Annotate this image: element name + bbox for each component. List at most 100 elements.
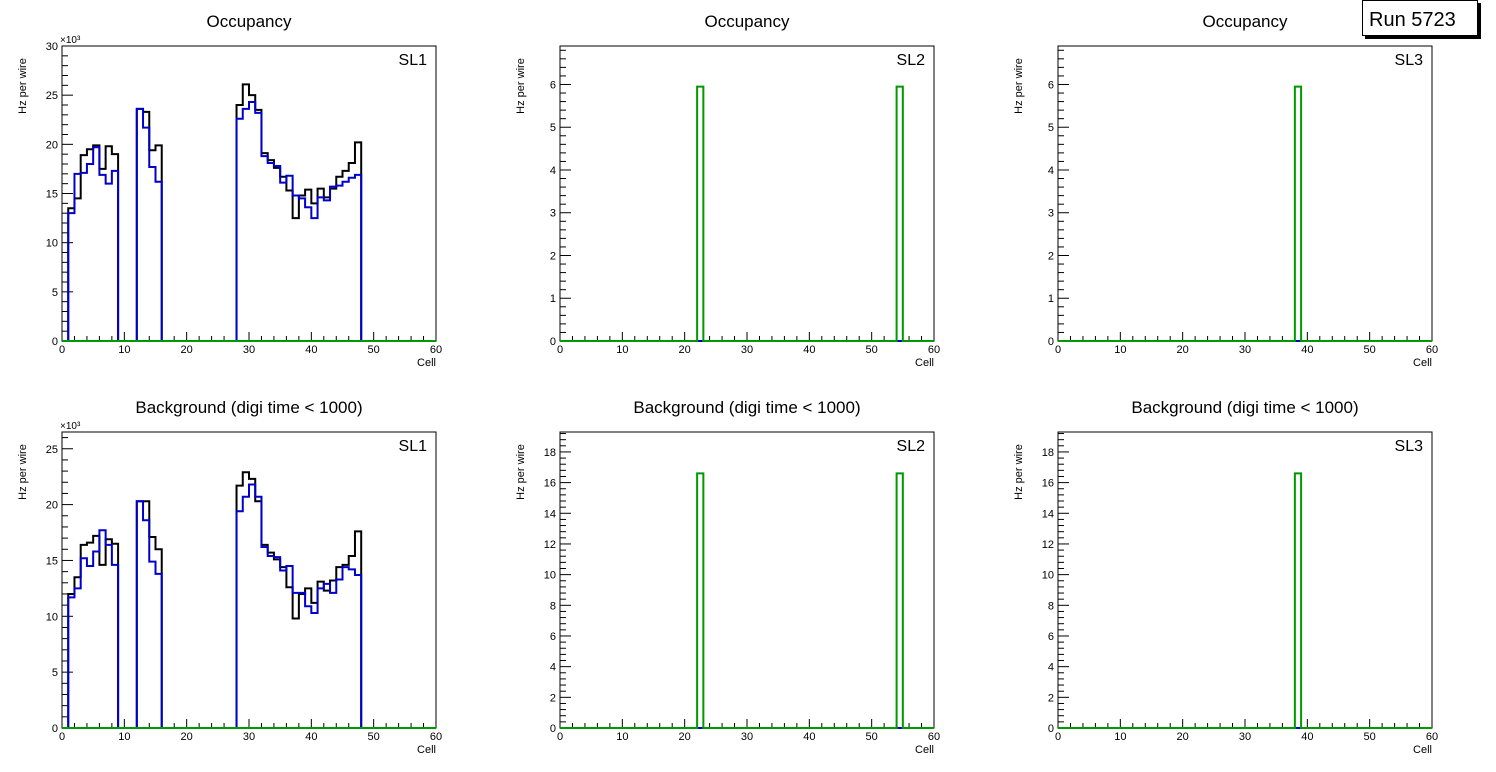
y-axis-label: Hz per wire (515, 58, 527, 114)
x-tick-label: 50 (866, 344, 878, 356)
x-axis-label: Cell (915, 357, 934, 369)
x-tick-label: 10 (118, 731, 130, 743)
x-tick-label: 0 (557, 731, 563, 743)
histogram-series-2 (560, 472, 934, 729)
x-tick-label: 50 (368, 731, 380, 743)
y-tick-label: 0 (550, 723, 556, 735)
plot-frame (1057, 431, 1433, 729)
x-axis-label: Cell (1413, 744, 1432, 756)
y-tick-label: 18 (1042, 447, 1054, 459)
x-tick-label: 10 (1114, 344, 1126, 356)
x-tick-label: 30 (1239, 344, 1251, 356)
x-tick-label: 60 (430, 344, 442, 356)
x-tick-label: 0 (1055, 344, 1061, 356)
x-tick-label: 20 (679, 344, 691, 356)
y-tick-label: 15 (46, 555, 58, 567)
chart-panel-6: Background (digi time < 1000) SL3 Cell Hz p… (1013, 398, 1438, 756)
histogram-series-2 (1058, 472, 1432, 729)
y-tick-label: 2 (550, 250, 556, 262)
x-tick-label: 60 (928, 344, 940, 356)
y-axis-label: Hz per wire (17, 58, 29, 114)
x-tick-label: 20 (181, 731, 193, 743)
histogram-series-1 (62, 83, 436, 342)
x-tick-label: 50 (866, 731, 878, 743)
x-tick-label: 40 (1301, 731, 1313, 743)
superlayer-label: SL1 (399, 438, 428, 455)
y-tick-label: 16 (544, 478, 556, 490)
histogram-series-1 (62, 471, 436, 729)
y-tick-label: 0 (550, 336, 556, 348)
x-tick-label: 50 (1364, 344, 1376, 356)
y-tick-label: 10 (1042, 570, 1054, 582)
y-tick-label: 10 (544, 570, 556, 582)
y-tick-label: 12 (1042, 539, 1054, 551)
y-tick-label: 0 (1048, 336, 1054, 348)
superlayer-label: SL3 (1395, 438, 1424, 455)
superlayer-label: SL2 (897, 438, 926, 455)
x-tick-label: 60 (1426, 344, 1438, 356)
y-tick-label: 2 (550, 692, 556, 704)
y-tick-label: 3 (1048, 208, 1054, 220)
y-tick-label: 4 (1048, 662, 1054, 674)
superlayer-label: SL1 (399, 52, 428, 69)
y-axis-label: Hz per wire (1013, 444, 1025, 500)
x-tick-label: 60 (1426, 731, 1438, 743)
y-tick-label: 1 (1048, 293, 1054, 305)
y-tick-label: 20 (46, 500, 58, 512)
chart-panel-1: Occupancy SL1 Cell Hz per wire ×10³ 0 10 20 30 40… (17, 12, 442, 369)
x-tick-label: 30 (741, 731, 753, 743)
x-tick-label: 0 (557, 344, 563, 356)
x-tick-label: 40 (1301, 344, 1313, 356)
x-tick-label: 20 (181, 344, 193, 356)
x-tick-label: 0 (59, 731, 65, 743)
y-tick-label: 3 (550, 208, 556, 220)
x-tick-label: 20 (1177, 344, 1189, 356)
chart-title: Occupancy (1202, 12, 1288, 31)
y-multiplier: ×10³ (60, 35, 81, 46)
x-tick-label: 30 (741, 344, 753, 356)
y-tick-label: 15 (46, 189, 58, 201)
y-tick-label: 6 (550, 631, 556, 643)
y-tick-label: 10 (46, 238, 58, 250)
x-tick-label: 10 (118, 344, 130, 356)
y-tick-label: 0 (52, 723, 58, 735)
run-label: Run 5723 (1369, 9, 1456, 31)
plot-frame (559, 45, 935, 342)
chart-title: Background (digi time < 1000) (1131, 398, 1358, 417)
y-axis-label: Hz per wire (515, 444, 527, 500)
y-tick-label: 5 (1048, 122, 1054, 134)
y-tick-label: 16 (1042, 478, 1054, 490)
y-tick-label: 5 (550, 122, 556, 134)
y-multiplier: ×10³ (60, 421, 81, 432)
chart-title: Occupancy (206, 12, 292, 31)
x-axis-label: Cell (915, 744, 934, 756)
x-tick-label: 30 (243, 344, 255, 356)
x-tick-label: 20 (679, 731, 691, 743)
x-axis-label: Cell (417, 744, 436, 756)
y-tick-label: 14 (1042, 508, 1054, 520)
y-tick-label: 2 (1048, 250, 1054, 262)
histogram-series-2 (560, 85, 934, 342)
x-tick-label: 40 (803, 731, 815, 743)
superlayer-label: SL2 (897, 52, 926, 69)
histogram-series-2 (62, 101, 436, 342)
chart-panel-5: Background (digi time < 1000) SL2 Cell Hz p… (515, 398, 940, 756)
x-tick-label: 0 (1055, 731, 1061, 743)
y-tick-label: 2 (1048, 692, 1054, 704)
x-tick-label: 30 (1239, 731, 1251, 743)
x-tick-label: 10 (616, 344, 628, 356)
y-tick-label: 4 (550, 662, 556, 674)
x-tick-label: 0 (59, 344, 65, 356)
histogram-series-2 (1058, 85, 1432, 342)
y-tick-label: 5 (52, 287, 58, 299)
x-tick-label: 10 (616, 731, 628, 743)
y-tick-label: 6 (1048, 631, 1054, 643)
plot-frame (1057, 45, 1433, 342)
y-tick-label: 4 (550, 165, 556, 177)
x-tick-label: 40 (803, 344, 815, 356)
y-tick-label: 25 (46, 90, 58, 102)
x-tick-label: 40 (305, 344, 317, 356)
